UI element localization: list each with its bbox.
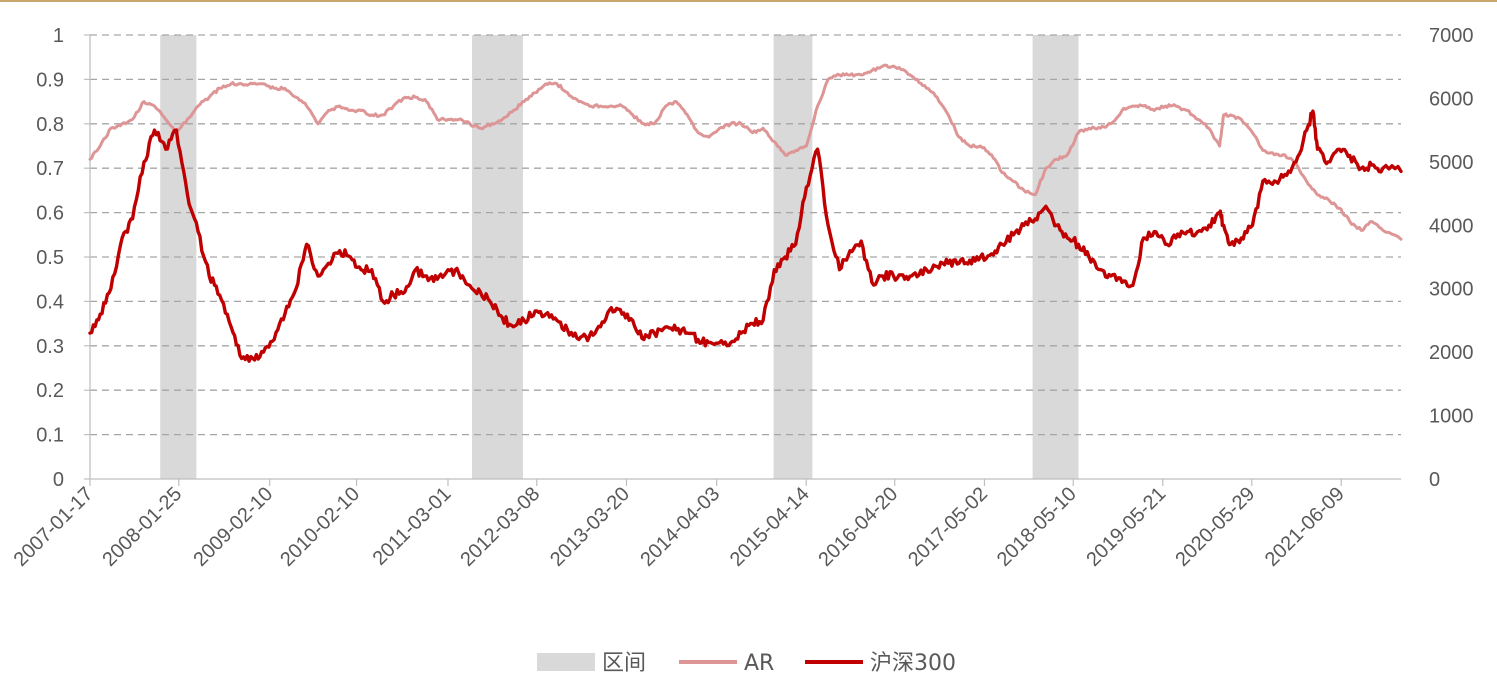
right-tick-label: 0 <box>1429 469 1440 491</box>
x-tick-label: 2013-03-20 <box>546 483 634 571</box>
top-rule <box>0 0 1497 2</box>
x-tick-label: 2018-05-10 <box>993 483 1081 571</box>
left-tick-label: 0.6 <box>36 203 64 225</box>
x-tick-label: 2020-05-29 <box>1171 483 1259 571</box>
x-tick-label: 2008-01-25 <box>98 483 186 571</box>
gridlines <box>90 34 1401 436</box>
legend-label: 沪深300 <box>870 651 956 676</box>
x-tick-label: 2017-05-02 <box>904 483 992 571</box>
right-axis-ticks: 0 1000 2000 3000 4000 5000 6000 7000 <box>1429 25 1474 491</box>
x-tick-label: 2010-02-10 <box>276 483 364 571</box>
x-tick-label: 2015-04-14 <box>726 483 814 571</box>
right-tick-label: 2000 <box>1429 342 1474 364</box>
right-tick-label: 1000 <box>1429 406 1474 428</box>
x-tick-label: 2014-04-03 <box>636 483 724 571</box>
series-line-ar <box>88 63 1403 241</box>
x-tick-label: 2007-01-17 <box>10 483 98 571</box>
x-tick-label: 2009-02-10 <box>189 483 277 571</box>
x-tick-label: 2019-05-21 <box>1082 483 1170 571</box>
series-line-hs300 <box>88 109 1403 363</box>
right-tick-label: 7000 <box>1429 25 1474 47</box>
left-tick-label: 0.4 <box>36 291 64 313</box>
left-tick-label: 0.1 <box>36 425 64 447</box>
right-tick-label: 3000 <box>1429 279 1474 301</box>
legend-label: AR <box>744 651 774 676</box>
x-tick-label: 2021-06-09 <box>1261 483 1349 571</box>
left-tick-label: 1 <box>53 25 64 47</box>
x-tick-label: 2011-03-01 <box>369 483 456 570</box>
left-tick-label: 0.8 <box>36 114 64 136</box>
left-tick-label: 0.5 <box>36 247 64 269</box>
x-tick-label: 2012-03-08 <box>456 483 544 571</box>
series-lines <box>88 63 1403 363</box>
left-tick-label: 0.7 <box>36 158 64 180</box>
left-tick-label: 0.3 <box>36 336 64 358</box>
legend-swatch-band <box>537 653 595 671</box>
left-tick-label: 0.9 <box>36 69 64 91</box>
legend-label: 区间 <box>602 651 646 676</box>
legend: 区间 AR 沪深300 <box>537 651 956 676</box>
right-tick-label: 5000 <box>1429 152 1474 174</box>
left-tick-label: 0.2 <box>36 380 64 402</box>
left-axis-ticks: 0 0.1 0.2 0.3 0.4 0.5 0.6 0.7 0.8 0.9 1 <box>36 25 90 491</box>
right-tick-label: 4000 <box>1429 215 1474 237</box>
x-tick-label: 2016-04-20 <box>814 483 902 571</box>
x-axis-ticks: 2007-01-17 2008-01-25 2009-02-102010-02-10… <box>10 479 1349 571</box>
left-tick-label: 0 <box>53 469 64 491</box>
right-tick-label: 6000 <box>1429 88 1474 110</box>
